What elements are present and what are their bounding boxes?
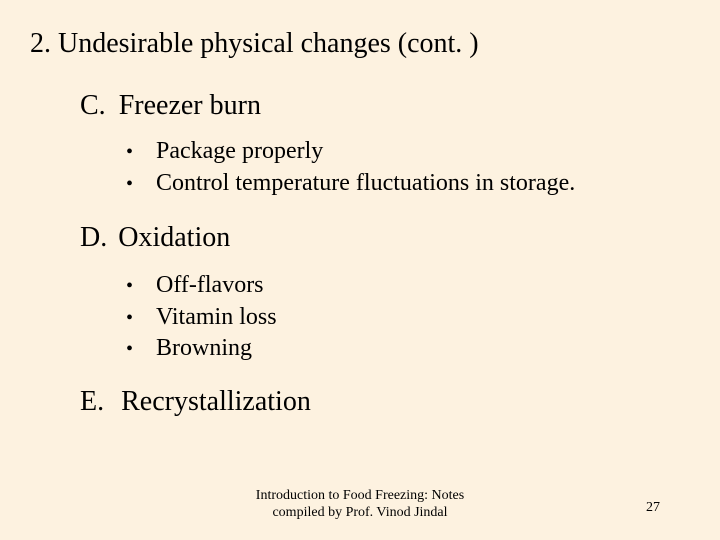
list-item: • Browning bbox=[126, 333, 277, 365]
bullet-text: Package properly bbox=[156, 136, 323, 168]
list-item: • Package properly bbox=[126, 136, 575, 168]
list-item: • Off-flavors bbox=[126, 270, 277, 302]
slide: 2. Undesirable physical changes (cont. )… bbox=[0, 0, 720, 540]
section-c-letter: C. bbox=[80, 90, 106, 121]
list-item: • Control temperature fluctuations in st… bbox=[126, 168, 575, 200]
slide-title: 2. Undesirable physical changes (cont. ) bbox=[30, 28, 479, 60]
bullet-icon: • bbox=[126, 171, 156, 197]
bullet-icon: • bbox=[126, 139, 156, 165]
page-number: 27 bbox=[646, 500, 660, 516]
footer-note: Introduction to Food Freezing: Notes com… bbox=[0, 488, 720, 522]
footer-line1: Introduction to Food Freezing: Notes bbox=[0, 488, 720, 505]
section-e-heading: E. Recrystallization bbox=[80, 386, 311, 418]
bullet-icon: • bbox=[126, 273, 156, 299]
section-d-bullets: • Off-flavors • Vitamin loss • Browning bbox=[126, 270, 277, 365]
bullet-icon: • bbox=[126, 305, 156, 331]
section-e-letter: E. bbox=[80, 386, 104, 417]
bullet-text: Off-flavors bbox=[156, 270, 264, 302]
section-c-heading: C. Freezer burn bbox=[80, 90, 261, 122]
bullet-text: Browning bbox=[156, 333, 252, 365]
section-c-bullets: • Package properly • Control temperature… bbox=[126, 136, 575, 199]
section-e-text: Recrystallization bbox=[121, 386, 311, 417]
section-c-text: Freezer burn bbox=[119, 90, 261, 121]
section-d-text: Oxidation bbox=[118, 222, 230, 253]
footer-line2: compiled by Prof. Vinod Jindal bbox=[0, 505, 720, 522]
bullet-text: Control temperature fluctuations in stor… bbox=[156, 168, 575, 200]
bullet-text: Vitamin loss bbox=[156, 302, 277, 334]
bullet-icon: • bbox=[126, 336, 156, 362]
section-d-heading: D. Oxidation bbox=[80, 222, 230, 254]
list-item: • Vitamin loss bbox=[126, 302, 277, 334]
section-d-letter: D. bbox=[80, 222, 107, 253]
